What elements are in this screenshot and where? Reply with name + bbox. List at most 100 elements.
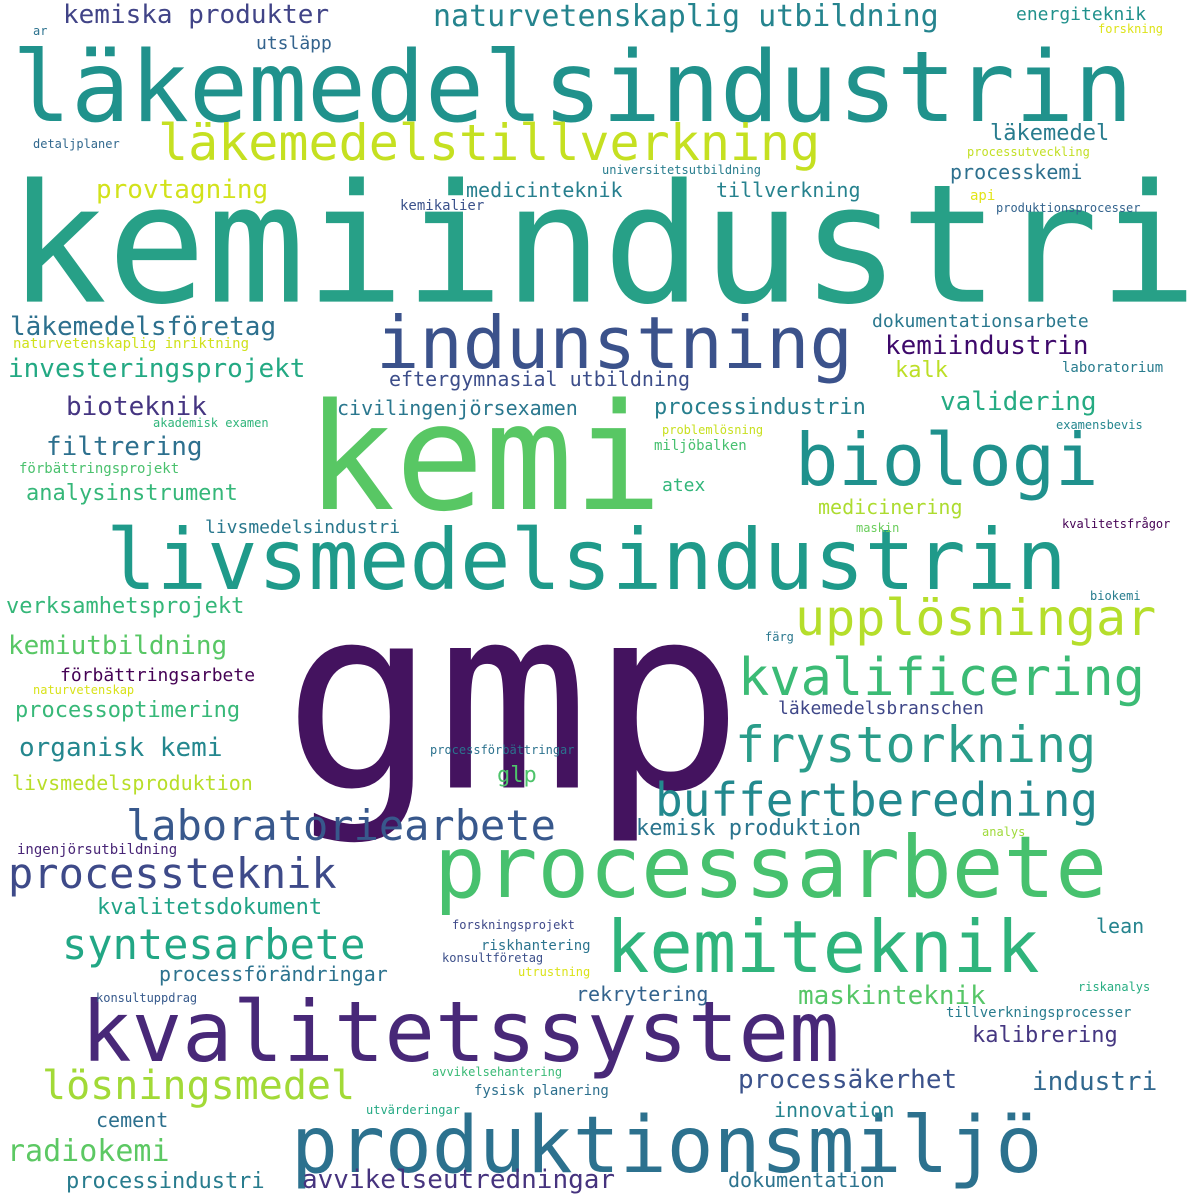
word: processkemi (950, 160, 1083, 184)
word: universitetsutbildning (602, 163, 761, 177)
word: examensbevis (1056, 418, 1143, 432)
word: processindustri (66, 1169, 265, 1194)
word: riskhantering (481, 938, 591, 954)
word: dokumentation (728, 1168, 885, 1192)
word: maskin (856, 521, 900, 535)
word: miljöbalken (654, 438, 747, 454)
word: konsultuppdrag (96, 991, 198, 1005)
word: kalk (895, 358, 948, 383)
word: validering (940, 387, 1097, 417)
word: problemlösning (662, 423, 764, 437)
word: organisk kemi (19, 733, 223, 763)
word: kemisk produktion (636, 816, 862, 841)
word: läkemedel (990, 121, 1110, 146)
word: tillverkning (716, 178, 861, 202)
word: processteknik (8, 849, 337, 898)
word: akademisk examen (153, 416, 269, 430)
word: lösningsmedel (42, 1063, 356, 1109)
word: processindustrin (654, 395, 866, 420)
word: medicinering (818, 495, 963, 519)
word: syntesarbete (62, 920, 366, 969)
word: kemiindustri (8, 148, 1198, 341)
word: läkemedelsbranschen (778, 698, 984, 719)
word: produktionsmiljö (291, 1101, 1043, 1191)
word: innovation (774, 1098, 895, 1122)
word: gmp (283, 551, 744, 849)
word: biokemi (1090, 589, 1141, 603)
word: konsultföretag (442, 951, 544, 965)
word: rekrytering (576, 982, 709, 1006)
word: bioteknik (66, 392, 207, 422)
word: avvikelseutredningar (302, 1165, 616, 1195)
word: kvalitetssystem (81, 983, 840, 1081)
word: forskning (1098, 22, 1164, 36)
word: processäkerhet (738, 1065, 958, 1095)
word: kemiteknik (606, 905, 1040, 989)
word: kemiindustrin (885, 331, 1089, 361)
word: kvalitetsdokument (97, 895, 323, 920)
word: processoptimering (15, 698, 241, 723)
word: tillverkningsprocesser (946, 1005, 1132, 1021)
word: utsläpp (256, 33, 332, 54)
word: produktionsprocesser (996, 201, 1141, 215)
word: kemiutbildning (8, 631, 228, 661)
word: eftergymnasial utbildning (389, 367, 691, 391)
word: naturvetenskap (33, 683, 135, 697)
word: läkemedelstillverkning (158, 114, 821, 172)
word: processutveckling (967, 145, 1090, 159)
word: läkemedelsföretag (10, 312, 277, 342)
word: naturvetenskaplig utbildning (433, 0, 939, 34)
word: glp (497, 763, 537, 788)
word: dokumentationsarbete (872, 311, 1089, 332)
word: livsmedelsindustri (205, 517, 401, 538)
word: energiteknik (1016, 4, 1147, 25)
word: avvikelsehantering (432, 1065, 563, 1079)
word: buffertberedning (655, 773, 1099, 827)
word: analys (982, 825, 1026, 839)
word: ingenjörsutbildning (17, 842, 178, 858)
word: upplösningar (795, 589, 1157, 647)
word: kemikalier (400, 198, 485, 214)
word: fysisk planering (474, 1083, 609, 1099)
word: cement (96, 1108, 169, 1132)
word: förbättringsprojekt (19, 461, 180, 477)
word: kvalificering (738, 648, 1145, 708)
word: provtagning (96, 175, 269, 205)
word: investeringsprojekt (8, 354, 306, 384)
word: biologi (795, 418, 1099, 502)
word: frystorkning (735, 716, 1097, 774)
word: färg (765, 630, 794, 644)
word: utrustning (518, 965, 591, 979)
word: civilingenjörsexamen (337, 396, 578, 420)
word: atex (662, 475, 706, 496)
word: industri (1032, 1067, 1158, 1097)
word: maskinteknik (798, 981, 986, 1011)
word: kemi (306, 372, 663, 544)
word: lean (1096, 914, 1145, 938)
word: ar (33, 24, 48, 38)
word: analysinstrument (26, 481, 238, 506)
word: forskningsprojekt (452, 918, 575, 932)
word: api (970, 188, 996, 204)
word: detaljplaner (33, 137, 120, 151)
word: kemiska produkter (63, 0, 330, 30)
word: läkemedelsindustrin (12, 31, 1134, 145)
word: livsmedelsindustrin (106, 511, 1067, 609)
word: medicinteknik (466, 178, 623, 202)
word: verksamhetsprojekt (6, 594, 245, 619)
word: radiokemi (7, 1134, 170, 1169)
word: filtrering (46, 432, 203, 462)
word: processarbete (434, 818, 1108, 918)
word: processförändringar (159, 962, 388, 986)
word: kvalitetsfrågor (1062, 517, 1171, 531)
word: laboratorium (1062, 360, 1164, 376)
word: laboratoriearbete (126, 801, 556, 850)
word: kalibrering (972, 1023, 1118, 1048)
word: livsmedelsproduktion (12, 771, 253, 795)
word: riskanalys (1078, 980, 1151, 994)
word: naturvetenskaplig inriktning (13, 336, 250, 352)
word: förbättringsarbete (60, 665, 256, 686)
word: processförbättringar (430, 743, 575, 757)
word: utvärderingar (366, 1103, 460, 1117)
